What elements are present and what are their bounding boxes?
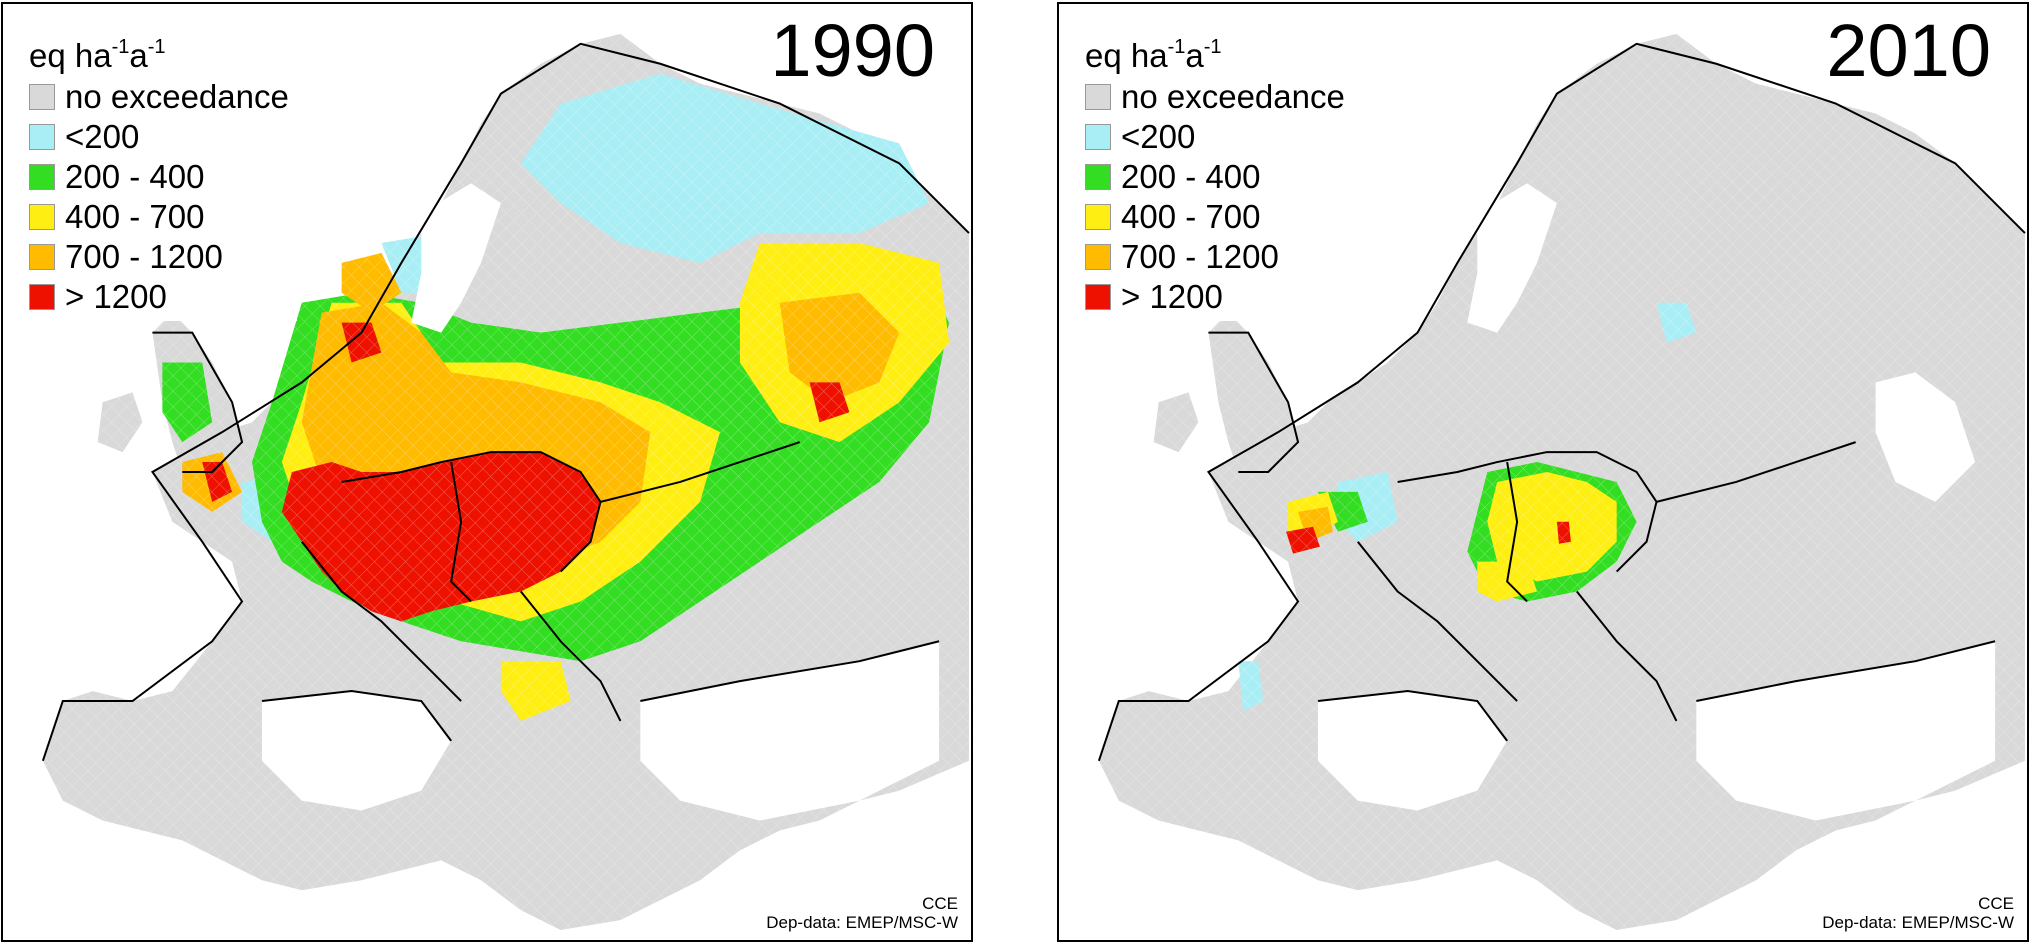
legend-swatch bbox=[29, 244, 55, 270]
legend-swatch bbox=[1085, 124, 1111, 150]
year-label: 2010 bbox=[1816, 10, 1999, 90]
legend-item: > 1200 bbox=[29, 277, 289, 317]
legend: eq ha-1a-1 no exceedance <200 200 - 400 … bbox=[1081, 26, 1353, 321]
legend: eq ha-1a-1 no exceedance <200 200 - 400 … bbox=[25, 26, 297, 321]
legend-unit: eq ha-1a-1 bbox=[29, 36, 166, 74]
legend-swatch bbox=[29, 284, 55, 310]
europe-map-1990 bbox=[3, 4, 971, 940]
legend-item: 700 - 1200 bbox=[1085, 237, 1345, 277]
legend-item: <200 bbox=[29, 117, 289, 157]
legend-swatch bbox=[1085, 164, 1111, 190]
legend-item: 700 - 1200 bbox=[29, 237, 289, 277]
data-credit: CCE Dep-data: EMEP/MSC-W bbox=[1819, 892, 2017, 934]
legend-swatch bbox=[1085, 244, 1111, 270]
map-panel-2010: 2010 eq ha-1a-1 no exceedance <200 200 -… bbox=[1057, 2, 2029, 942]
legend-swatch bbox=[1085, 284, 1111, 310]
legend-item: 400 - 700 bbox=[1085, 197, 1345, 237]
legend-swatch bbox=[29, 84, 55, 110]
legend-item: 200 - 400 bbox=[29, 157, 289, 197]
legend-swatch bbox=[29, 164, 55, 190]
legend-swatch bbox=[1085, 84, 1111, 110]
legend-item: 400 - 700 bbox=[29, 197, 289, 237]
legend-swatch bbox=[29, 124, 55, 150]
legend-unit: eq ha-1a-1 bbox=[1085, 36, 1222, 74]
legend-swatch bbox=[1085, 204, 1111, 230]
legend-item: <200 bbox=[1085, 117, 1345, 157]
data-credit: CCE Dep-data: EMEP/MSC-W bbox=[763, 892, 961, 934]
country-borders bbox=[41, 42, 970, 762]
legend-item: > 1200 bbox=[1085, 277, 1345, 317]
legend-item: no exceedance bbox=[29, 77, 289, 117]
country-borders bbox=[1097, 42, 2026, 762]
legend-item: 200 - 400 bbox=[1085, 157, 1345, 197]
year-label: 1990 bbox=[760, 10, 943, 90]
legend-swatch bbox=[29, 204, 55, 230]
legend-item: no exceedance bbox=[1085, 77, 1345, 117]
sea-areas bbox=[3, 183, 940, 821]
map-panel-1990: 1990 eq ha-1a-1 no exceedance <200 200 -… bbox=[1, 2, 973, 942]
